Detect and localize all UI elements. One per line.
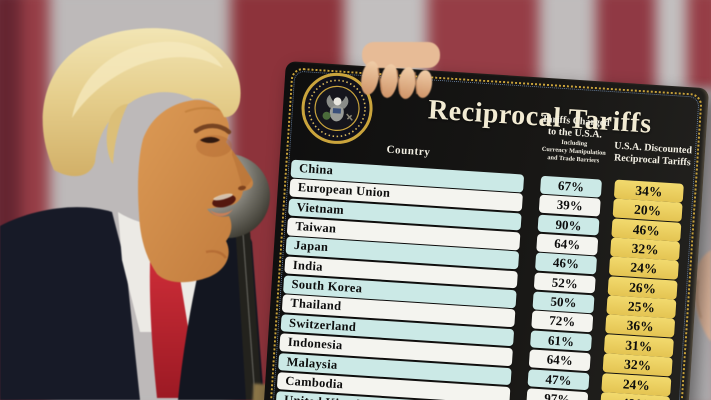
charged-tariff-cell: 64%	[536, 233, 599, 256]
hair	[42, 28, 241, 177]
lower-lip	[210, 209, 233, 217]
hair-highlight	[72, 41, 223, 118]
presidential-seal-icon	[301, 72, 373, 144]
charged-tariff-cell: 39%	[538, 195, 601, 217]
charged-tariff-cell: 90%	[537, 214, 600, 236]
charged-tariff-cell: 64%	[528, 349, 591, 371]
charged-tariff-cell: 50%	[532, 291, 595, 313]
column-header-discounted: U.S.A. Discounted Reciprocal Tariffs	[606, 140, 699, 170]
hand-holding-board	[361, 42, 440, 99]
eyebrow	[193, 123, 232, 135]
tariff-board: Reciprocal Tariffs Country Tariffs Charg…	[258, 61, 710, 400]
charged-tariff-cell: 72%	[531, 310, 594, 333]
suit-left	[0, 207, 140, 400]
nose-shadow	[232, 150, 252, 191]
charged-tariff-cell: 67%	[540, 175, 603, 198]
finger-creases	[377, 67, 418, 95]
chin-crease	[205, 250, 228, 259]
nostril	[238, 185, 246, 191]
hand-right-edge	[693, 250, 711, 342]
charged-tariff-cell: 52%	[533, 272, 596, 294]
face	[138, 99, 253, 283]
eye	[200, 137, 220, 143]
charged-tariff-cell: 61%	[530, 330, 593, 352]
column-header-country: Country	[386, 143, 431, 159]
trump-figure	[0, 28, 270, 400]
teeth	[213, 193, 233, 201]
charged-tariff-cell: 47%	[527, 368, 590, 391]
charged-tariff-cell: 46%	[535, 252, 598, 275]
fingers	[361, 61, 433, 99]
hair-sideburn	[106, 104, 128, 164]
